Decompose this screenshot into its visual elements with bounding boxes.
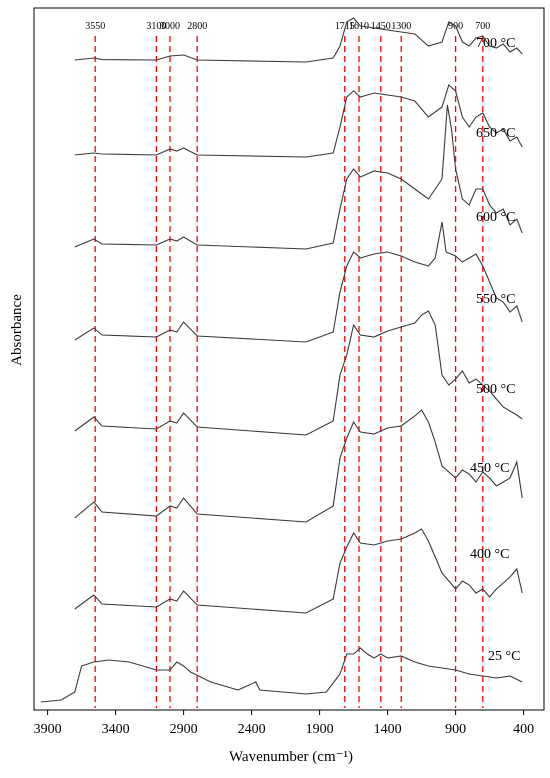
series-line-5 [74, 409, 523, 523]
x-tick-label-1400: 1400 [374, 722, 402, 737]
peak-label-1610: 1610 [349, 21, 369, 32]
series-line-1 [74, 84, 523, 158]
series-line-7 [40, 647, 523, 703]
series-label-0: 700 °C [476, 36, 515, 51]
series-line-0 [74, 17, 523, 63]
series-label-6: 400 °C [470, 547, 509, 562]
series-label-4: 500 °C [476, 382, 515, 397]
x-tick-label-2400: 2400 [238, 722, 266, 737]
x-tick-label-400: 400 [513, 722, 534, 737]
peak-label-3000: 3000 [160, 21, 180, 32]
peak-label-3100: 3100 [146, 21, 166, 32]
plot-frame [33, 7, 545, 711]
series-line-2 [74, 104, 523, 250]
series-line-4 [74, 310, 523, 436]
x-tick-label-3900: 3900 [34, 722, 62, 737]
x-axis-tick-labels: 3900 3400 2900 2400 1900 1400 900 400 [34, 722, 534, 737]
series-line-6 [74, 528, 523, 614]
peak-label-1300: 1300 [391, 21, 411, 32]
series-label-7: 25 °C [488, 649, 520, 664]
series-label-1: 650 °C [476, 126, 515, 141]
x-tick-label-2900: 2900 [170, 722, 198, 737]
series-lines [40, 17, 523, 703]
series-line-3 [74, 221, 523, 343]
x-axis-ticks [47, 710, 525, 715]
series-labels: 700 °C 650 °C 600 °C 550 °C 500 °C 450 °C 400 … [470, 36, 520, 664]
x-axis-title: Wavenumber (cm⁻¹) [229, 749, 353, 765]
series-label-5: 450 °C [470, 461, 509, 476]
series-label-3: 550 °C [476, 292, 515, 307]
y-axis-title: Absorbance [9, 294, 25, 366]
series-label-2: 600 °C [476, 210, 515, 225]
x-tick-label-900: 900 [445, 722, 466, 737]
peak-label-700: 700 [475, 21, 490, 32]
x-tick-label-3400: 3400 [102, 722, 130, 737]
peak-label-3550: 3550 [85, 21, 105, 32]
peak-label-1450: 1450 [371, 21, 391, 32]
x-tick-label-1900: 1900 [306, 722, 334, 737]
peak-label-2800: 2800 [187, 21, 207, 32]
peak-label-1715: 1715 [335, 21, 355, 32]
